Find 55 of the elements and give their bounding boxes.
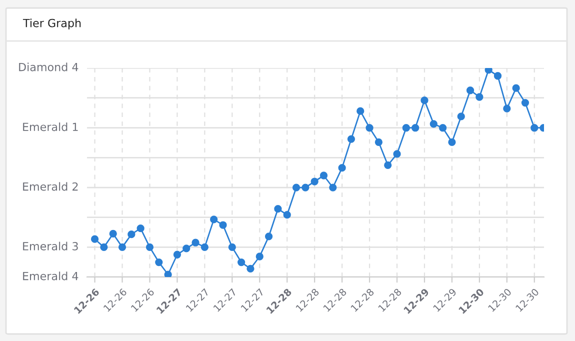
point: [228, 243, 236, 251]
chart-title: Tier Graph: [22, 18, 81, 30]
point: [302, 184, 310, 192]
point: [412, 124, 420, 132]
point: [219, 221, 227, 229]
point: [466, 86, 474, 94]
point: [210, 216, 218, 224]
ref-line-label: Emerald 4: [23, 272, 78, 280]
point: [494, 72, 502, 80]
point: [338, 164, 346, 172]
point: [238, 258, 246, 266]
point: [283, 211, 291, 219]
ref-line-label: Emerald 1: [23, 122, 78, 132]
point: [530, 124, 538, 132]
ref-line-label: Emerald 2: [23, 182, 78, 191]
point: [320, 172, 328, 180]
point: [476, 93, 484, 101]
ref-line-label: Emerald 3: [23, 242, 78, 250]
ref-line-label: Diamond 4: [19, 62, 78, 72]
point: [100, 243, 108, 251]
point: [366, 124, 374, 132]
point: [329, 184, 337, 192]
point: [393, 150, 401, 158]
point: [192, 238, 200, 246]
point: [155, 258, 163, 266]
point: [402, 124, 410, 132]
point: [256, 252, 264, 260]
point: [109, 230, 117, 238]
point: [173, 250, 182, 258]
point: [90, 235, 99, 243]
point: [164, 270, 172, 277]
point: [310, 178, 318, 186]
point: [374, 138, 383, 146]
point: [503, 104, 511, 112]
point: [484, 68, 492, 74]
point: [438, 124, 447, 132]
point: [118, 243, 126, 251]
point: [356, 107, 364, 115]
point: [521, 98, 530, 107]
point: [128, 230, 136, 238]
point: [430, 120, 438, 128]
point: [457, 112, 465, 120]
point: [274, 205, 282, 213]
point: [347, 135, 356, 143]
point: [384, 161, 392, 169]
point: [512, 84, 520, 92]
point: [200, 243, 209, 251]
point: [182, 244, 190, 252]
point: [420, 96, 428, 104]
point: [292, 184, 300, 192]
point: [264, 232, 273, 240]
point: [146, 243, 154, 251]
point: [136, 224, 144, 232]
point: [246, 264, 254, 273]
point: [448, 138, 456, 146]
